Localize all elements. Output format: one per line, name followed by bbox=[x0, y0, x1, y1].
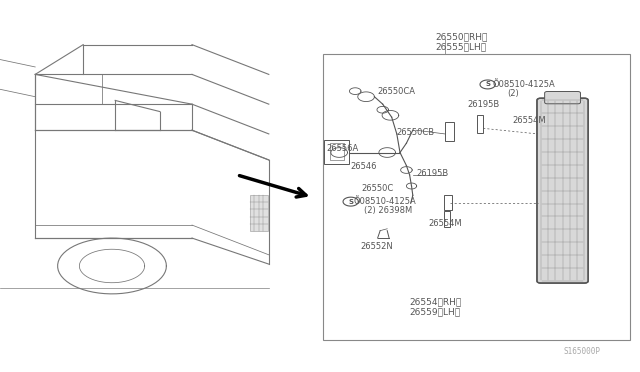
Text: 26554M: 26554M bbox=[429, 219, 463, 228]
Text: (2): (2) bbox=[508, 89, 519, 98]
Text: 26559（LH）: 26559（LH） bbox=[410, 307, 461, 316]
Text: 26550C: 26550C bbox=[362, 185, 394, 193]
FancyBboxPatch shape bbox=[545, 92, 580, 104]
Text: 26195B: 26195B bbox=[467, 100, 499, 109]
Text: S: S bbox=[485, 81, 490, 87]
Text: 26550CA: 26550CA bbox=[378, 87, 415, 96]
Text: S: S bbox=[348, 199, 353, 205]
Text: 26554（RH）: 26554（RH） bbox=[410, 298, 462, 307]
Bar bbox=[444, 211, 450, 227]
Text: Õ08510-4125A: Õ08510-4125A bbox=[493, 80, 556, 89]
Text: 26195B: 26195B bbox=[416, 169, 448, 178]
FancyBboxPatch shape bbox=[537, 98, 588, 283]
Text: 26550（RH）: 26550（RH） bbox=[435, 33, 488, 42]
Text: 26550CB: 26550CB bbox=[397, 128, 435, 137]
Text: 26555（LH）: 26555（LH） bbox=[435, 42, 486, 51]
Bar bbox=[445, 122, 454, 141]
Bar bbox=[323, 54, 630, 340]
Text: (2) 26398M: (2) 26398M bbox=[364, 206, 412, 215]
Bar bbox=[250, 195, 268, 231]
Bar bbox=[477, 115, 483, 133]
Text: 26552N: 26552N bbox=[360, 242, 393, 251]
Bar bbox=[330, 143, 344, 160]
Text: 26556A: 26556A bbox=[326, 144, 358, 153]
Bar bbox=[324, 140, 349, 164]
Text: 26546: 26546 bbox=[351, 162, 377, 171]
Text: S165000P: S165000P bbox=[563, 347, 600, 356]
Bar bbox=[444, 195, 452, 210]
Text: 26554M: 26554M bbox=[512, 116, 546, 125]
Text: Õ08510-4125A: Õ08510-4125A bbox=[354, 197, 417, 206]
